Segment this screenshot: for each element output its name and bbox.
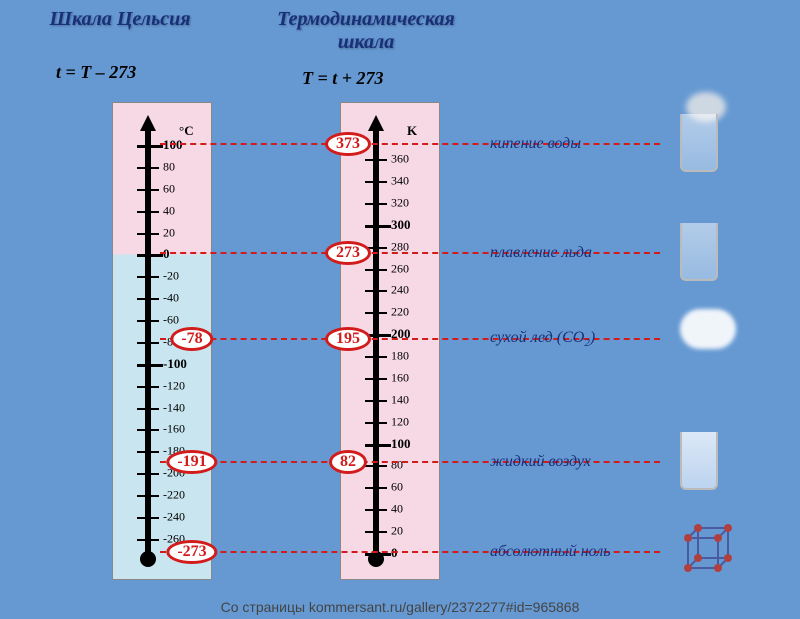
kelvin-title: Термодинамическаяшкала [236,8,496,54]
tick-label: -160 [163,422,185,437]
tick-label: 20 [163,225,175,240]
tick-label: 340 [391,174,409,189]
tick-label: -120 [163,378,185,393]
tick-label: -140 [163,400,185,415]
tick-label: 0 [391,545,398,561]
footer-source: Со страницы kommersant.ru/gallery/237227… [0,599,800,615]
celsius-bubble: -191 [166,450,217,474]
tick-label: 260 [391,261,409,276]
kelvin-bubble: 82 [329,450,367,474]
event-label: жидкий воздух [490,453,591,471]
tick-label: 160 [391,370,409,385]
tick-label: -220 [163,488,185,503]
tick-label: 240 [391,283,409,298]
celsius-formula: t = T – 273 [56,62,136,83]
event-label: плавление льда [490,244,592,262]
tick-label: 360 [391,152,409,167]
tick-label: -20 [163,269,179,284]
tick-label: 80 [391,458,403,473]
kelvin-bubble: 373 [325,132,371,156]
tick-label: 180 [391,349,409,364]
tick-label: 60 [391,480,403,495]
event-label: кипение воды [490,135,581,153]
tick-label: -100 [163,356,187,372]
celsius-bubble: -273 [166,540,217,564]
tick-label: 0 [163,246,170,262]
tick-label: -60 [163,313,179,328]
tick-label: 40 [163,203,175,218]
tick-label: -240 [163,509,185,524]
tick-label: 80 [163,159,175,174]
kelvin-formula: T = t + 273 [302,68,384,89]
tick-label: 40 [391,502,403,517]
celsius-bubble: -78 [170,327,213,351]
tick-label: 60 [163,181,175,196]
reference-line [160,143,660,145]
kelvin-bubble: 195 [325,327,371,351]
crystal-icon [680,522,736,583]
tick-label: -40 [163,291,179,306]
tick-label: 20 [391,524,403,539]
celsius-title: Шкала Цельсия [20,8,220,31]
tick-label: 220 [391,305,409,320]
tick-label: 120 [391,414,409,429]
tick-label: 100 [163,137,183,153]
unit-label: K [407,123,417,139]
tick-label: 100 [391,436,411,452]
event-label: абсолютный ноль [490,543,611,561]
tick-label: 320 [391,195,409,210]
event-label: сухой лед (CO2) [490,329,595,349]
tick-label: 300 [391,217,411,233]
tick-label: 140 [391,392,409,407]
kelvin-bubble: 273 [325,241,371,265]
tick-label: 200 [391,326,411,342]
